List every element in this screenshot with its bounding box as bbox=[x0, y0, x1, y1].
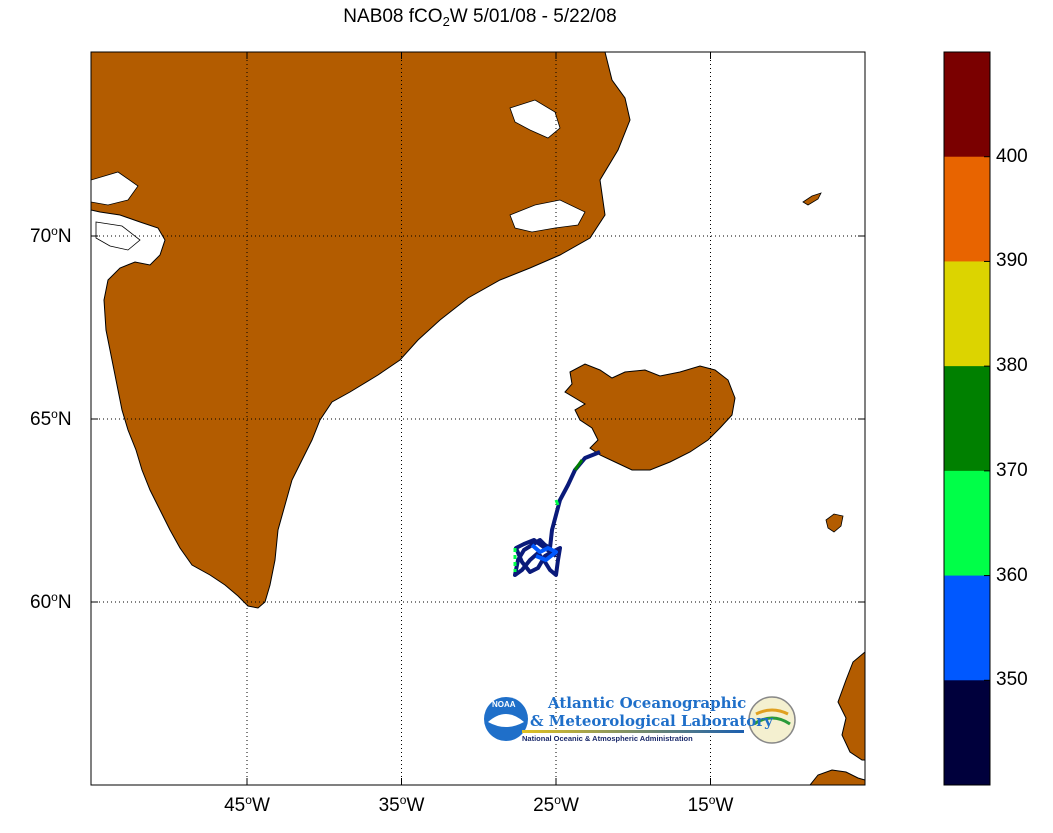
greenland-fjord-east bbox=[509, 199, 586, 233]
colorbar bbox=[943, 51, 991, 786]
aoml-seal-wave-2 bbox=[755, 708, 789, 716]
logo-line-3: National Oceanic & Atmospheric Administr… bbox=[522, 734, 693, 743]
title-prefix: NAB08 fCO bbox=[343, 6, 443, 27]
colorbar-band bbox=[944, 680, 990, 786]
greenland-fjord-north bbox=[509, 99, 561, 139]
lat-tick-label: 65oN bbox=[30, 407, 72, 430]
colorbar-band bbox=[944, 52, 990, 158]
iceland-landmass bbox=[564, 363, 736, 471]
scotland-coast bbox=[837, 651, 865, 761]
logo-graphics bbox=[484, 696, 796, 744]
aoml-seal-wave bbox=[753, 716, 791, 726]
jan-mayen-island bbox=[802, 192, 822, 206]
noaa-bird-icon bbox=[488, 714, 524, 727]
lon-tick-label: 45oW bbox=[224, 793, 270, 816]
colorbar-tick-label: 350 bbox=[996, 669, 1028, 691]
map-title: NAB08 fCO2W 5/01/08 - 5/22/08 bbox=[0, 6, 960, 29]
ship-track bbox=[513, 450, 601, 577]
faroe-islands bbox=[825, 513, 844, 533]
lon-tick-label: 15oW bbox=[687, 793, 734, 816]
greenland-west-inlet bbox=[91, 171, 139, 206]
title-subscript: 2 bbox=[442, 14, 450, 29]
colorbar-band bbox=[944, 470, 990, 577]
colorbar-tick-label: 380 bbox=[996, 355, 1028, 377]
colorbar-band bbox=[944, 261, 990, 367]
colorbar-tick-label: 360 bbox=[996, 564, 1028, 586]
colorbar-tick-label: 390 bbox=[996, 250, 1028, 272]
track-segment-blue bbox=[530, 543, 558, 562]
greenland-landmass bbox=[91, 52, 631, 609]
aoml-seal-icon bbox=[748, 696, 796, 744]
lat-tick-label: 70oN bbox=[30, 224, 72, 247]
colorbar-band bbox=[944, 575, 990, 681]
colorbar-band bbox=[944, 366, 990, 472]
greenland-west-inlet-2 bbox=[95, 221, 141, 251]
track-segment-green-1 bbox=[573, 459, 584, 471]
title-suffix: W 5/01/08 - 5/22/08 bbox=[449, 6, 617, 27]
track-segment-green-3 bbox=[554, 499, 560, 506]
logo-line-2: & Meteorological Laboratory bbox=[530, 712, 773, 730]
colorbar-band bbox=[944, 156, 990, 262]
track-segment-main bbox=[513, 450, 601, 577]
lon-tick-label: 25oW bbox=[533, 793, 579, 816]
noaa-badge-label: NOAA bbox=[492, 700, 516, 709]
colorbar-frame bbox=[943, 51, 991, 786]
colorbar-tick-label: 370 bbox=[996, 459, 1028, 481]
colorbar-tick-label: 400 bbox=[996, 145, 1028, 167]
lat-tick-label: 60oN bbox=[30, 590, 72, 613]
logo-divider bbox=[522, 730, 744, 733]
ireland-coast bbox=[809, 769, 865, 785]
aoml-logo: NOAA Atlantic Oceanographic & Meteorolog… bbox=[482, 692, 800, 750]
lon-tick-label: 35oW bbox=[378, 793, 425, 816]
logo-line-1: Atlantic Oceanographic bbox=[548, 694, 747, 712]
axis-ticks bbox=[91, 52, 865, 785]
grid-lines bbox=[91, 52, 865, 785]
